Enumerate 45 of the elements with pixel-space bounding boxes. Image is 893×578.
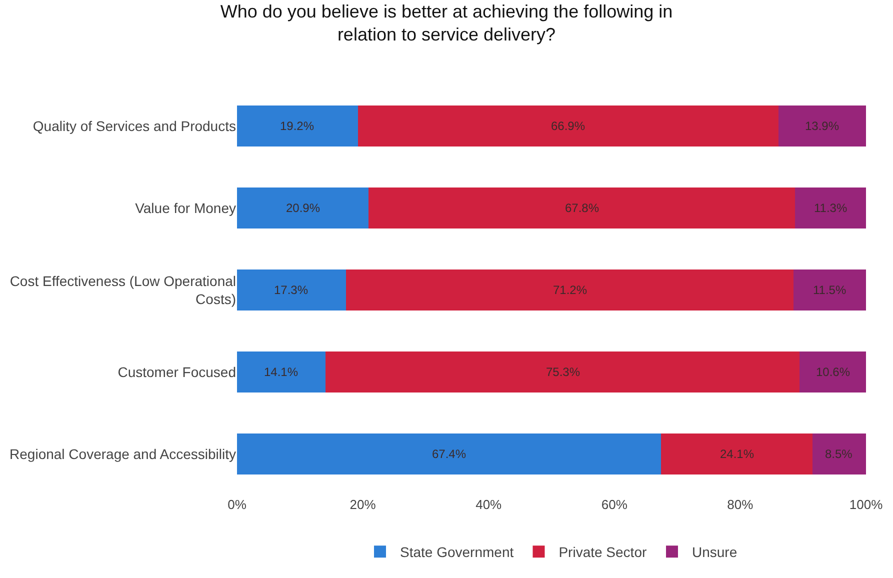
bar bbox=[237, 434, 661, 474]
bar bbox=[346, 270, 794, 310]
bar bbox=[237, 106, 358, 146]
y-tick-label: Regional Coverage and Accessibility bbox=[10, 446, 236, 462]
bar bbox=[794, 188, 866, 228]
bar bbox=[358, 106, 779, 146]
bar bbox=[794, 270, 866, 310]
bar bbox=[660, 434, 813, 474]
y-tick-label: Quality of Services and Products bbox=[32, 118, 236, 134]
bar bbox=[326, 352, 800, 392]
bar bbox=[368, 188, 795, 228]
data-label: 14.1% bbox=[264, 365, 298, 379]
x-tick-label: 0% bbox=[228, 497, 247, 512]
data-label: 11.3% bbox=[814, 201, 848, 215]
data-label: 8.5% bbox=[825, 447, 853, 461]
bar bbox=[237, 352, 326, 392]
data-label: 75.3% bbox=[546, 365, 580, 379]
data-label: 71.2% bbox=[553, 283, 588, 297]
data-label: 67.4% bbox=[432, 447, 466, 461]
bar bbox=[237, 188, 368, 228]
chart-title: Who do you believe is better at achieving the following in relation to service delivery? bbox=[220, 1, 673, 45]
y-tick-label: Customer Focused bbox=[118, 364, 236, 380]
bar bbox=[778, 106, 866, 146]
data-label: 10.6% bbox=[816, 365, 850, 379]
legend-label: State Government bbox=[400, 544, 514, 560]
data-label: 13.9% bbox=[805, 119, 840, 133]
bar bbox=[812, 434, 866, 474]
data-label: 66.9% bbox=[551, 119, 586, 133]
data-label: 20.9% bbox=[286, 201, 320, 215]
data-label: 67.8% bbox=[565, 201, 600, 215]
bar bbox=[237, 270, 346, 310]
legend-label: Private Sector bbox=[558, 544, 647, 560]
y-tick-label: Value for Money bbox=[135, 200, 236, 216]
y-tick-label: Cost Effectiveness (Low Operational Costs) bbox=[10, 272, 236, 307]
data-label: 11.5% bbox=[813, 283, 846, 297]
x-tick-label: 80% bbox=[727, 497, 754, 512]
x-tick-label: 20% bbox=[350, 497, 376, 512]
data-label: 19.2% bbox=[280, 119, 314, 133]
bar bbox=[799, 352, 866, 392]
x-tick-label: 100% bbox=[849, 497, 884, 512]
x-tick-label: 60% bbox=[601, 497, 628, 512]
data-label: 17.3% bbox=[274, 283, 308, 297]
legend-label: Unsure bbox=[692, 544, 738, 560]
x-tick-label: 40% bbox=[476, 497, 502, 512]
data-label: 24.1% bbox=[720, 447, 754, 461]
